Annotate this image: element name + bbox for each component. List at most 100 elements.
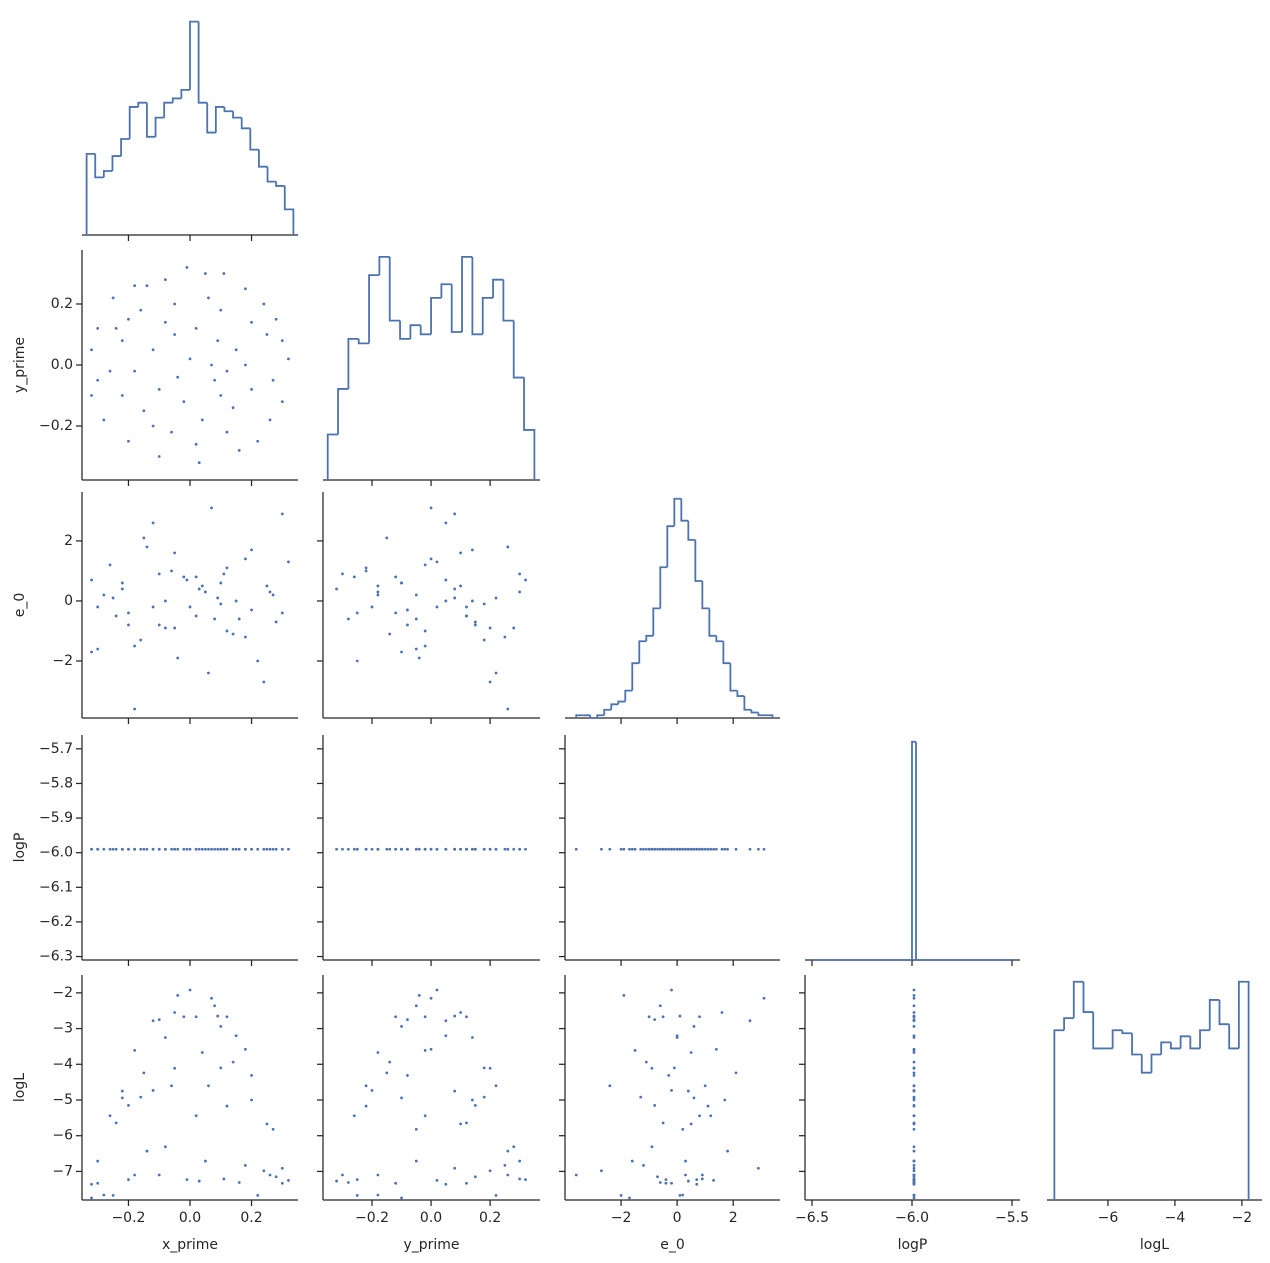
- y-tick-label: −6.3: [39, 949, 73, 965]
- scatter-point: [608, 847, 612, 851]
- hist-step: [603, 708, 612, 716]
- scatter-point: [355, 1178, 359, 1182]
- scatter-point: [355, 611, 359, 615]
- scatter-point: [912, 1114, 916, 1118]
- hist-step: [326, 433, 339, 480]
- scatter-point: [726, 1149, 729, 1153]
- scatter-point: [210, 506, 213, 510]
- scatter-point: [388, 847, 392, 851]
- scatter-point: [90, 1182, 93, 1186]
- scatter-point: [133, 644, 137, 648]
- scatter-point: [352, 575, 356, 579]
- scatter-point: [188, 988, 192, 992]
- scatter-point: [280, 400, 284, 404]
- hist-step: [347, 337, 359, 389]
- scatter-point: [503, 1163, 507, 1167]
- scatter-point: [678, 1193, 682, 1197]
- scatter-point: [912, 1159, 916, 1163]
- hist-step: [757, 712, 766, 717]
- hist-step: [1063, 1017, 1074, 1031]
- scatter-point: [142, 536, 146, 540]
- scatter-point: [151, 521, 155, 525]
- scatter-point: [271, 847, 275, 851]
- scatter-point: [256, 1193, 260, 1197]
- scatter-point: [364, 1104, 368, 1108]
- scatter-point: [364, 566, 368, 570]
- scatter-point: [222, 1177, 226, 1181]
- scatter-point: [341, 1173, 344, 1177]
- scatter-point: [157, 847, 161, 851]
- scatter-point: [102, 593, 106, 597]
- scatter-point: [346, 1181, 350, 1184]
- scatter-point: [622, 993, 626, 997]
- scatter-point: [712, 847, 715, 851]
- scatter-point: [470, 1098, 474, 1102]
- scatter-point: [102, 847, 106, 851]
- scatter-point: [225, 566, 229, 570]
- scatter-point: [114, 614, 118, 618]
- scatter-point: [96, 647, 100, 651]
- scatter-point: [265, 584, 269, 588]
- y-tick-label: −0.2: [39, 418, 73, 434]
- scatter-point: [664, 1178, 668, 1182]
- scatter-point: [695, 1182, 699, 1186]
- scatter-point: [394, 575, 398, 579]
- scatter-point: [482, 638, 486, 642]
- y-tick-label: 0: [64, 593, 73, 609]
- scatter-point: [503, 847, 507, 851]
- scatter-point: [703, 1084, 707, 1088]
- x-tick-label: −5.5: [995, 1210, 1029, 1226]
- x-tick-label: −0.2: [111, 1210, 145, 1226]
- hist-step: [189, 20, 199, 90]
- scatter-point: [170, 430, 173, 434]
- scatter-point: [661, 847, 665, 851]
- scatter-point: [127, 317, 130, 321]
- scatter-point: [151, 348, 155, 352]
- scatter-point: [912, 1025, 916, 1028]
- scatter-point: [346, 617, 350, 621]
- scatter-point: [459, 1122, 462, 1126]
- hist-step: [1199, 1029, 1210, 1049]
- scatter-point: [376, 584, 380, 588]
- hist-step: [232, 111, 242, 119]
- scatter-point: [163, 599, 167, 603]
- scatter-point: [287, 357, 290, 361]
- y-tick-label: −2: [52, 985, 73, 1001]
- scatter-point: [912, 1098, 916, 1102]
- scatter-point: [280, 611, 284, 615]
- hist-step: [94, 153, 104, 179]
- y-tick-label: −4: [52, 1056, 73, 1072]
- scatter-point: [335, 587, 338, 591]
- scatter-point: [473, 1103, 477, 1107]
- scatter-point: [723, 1098, 727, 1102]
- scatter-point: [518, 847, 522, 851]
- scatter-point: [628, 847, 631, 851]
- scatter-point: [96, 1181, 100, 1185]
- scatter-point: [274, 620, 278, 624]
- x-tick-label: −6.5: [795, 1210, 829, 1226]
- scatter-point: [219, 581, 223, 585]
- scatter-point: [145, 545, 149, 549]
- scatter-point: [237, 617, 241, 621]
- scatter-point: [151, 1019, 155, 1023]
- scatter-point: [406, 608, 409, 612]
- scatter-point: [265, 333, 269, 336]
- scatter-point: [684, 1173, 687, 1177]
- scatter-point: [686, 1179, 690, 1183]
- scatter-point: [912, 1073, 916, 1077]
- scatter-point: [912, 1173, 916, 1177]
- scatter-point: [355, 847, 359, 851]
- scatter-point: [139, 1095, 143, 1099]
- scatter-point: [429, 506, 433, 510]
- hist-step: [137, 101, 147, 107]
- y-tick-label: −6: [52, 1128, 73, 1144]
- scatter-point: [200, 418, 204, 422]
- scatter-point: [262, 1169, 266, 1173]
- scatter-point: [630, 847, 634, 851]
- scatter-point: [231, 1060, 235, 1064]
- scatter-point: [234, 1034, 238, 1038]
- scatter-point: [120, 1096, 124, 1100]
- y-tick-label: −5: [52, 1092, 73, 1108]
- hist-step: [120, 138, 130, 157]
